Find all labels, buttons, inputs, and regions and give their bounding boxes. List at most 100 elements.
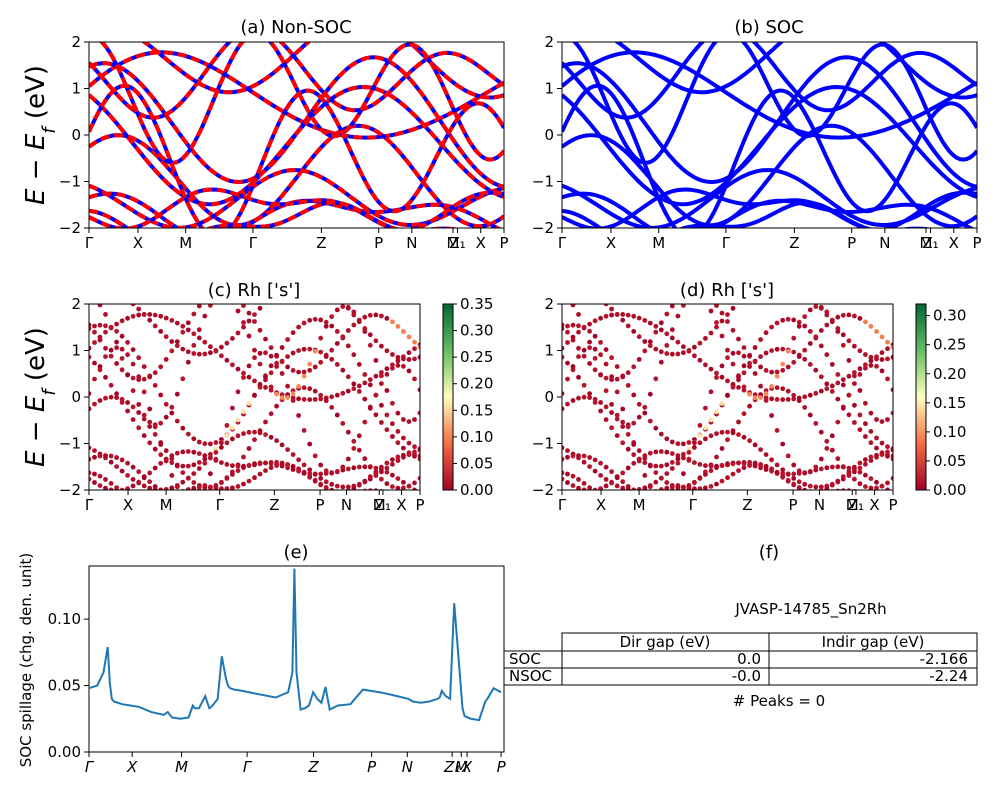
projection-point <box>163 487 169 490</box>
projection-point <box>730 461 736 467</box>
projection-point <box>592 333 598 339</box>
projection-point <box>351 322 357 328</box>
xtick-label: N <box>402 758 413 776</box>
projection-point <box>636 448 642 454</box>
projection-point <box>290 463 296 469</box>
band-line-nsoc-red <box>89 187 504 228</box>
projection-point <box>235 484 241 489</box>
panel-b-title: (b) SOC <box>734 17 803 38</box>
projection-point <box>401 363 406 369</box>
projection-point <box>725 437 730 443</box>
projection-point <box>774 385 780 391</box>
projection-point <box>241 481 246 487</box>
xtick-label: Γ <box>689 496 698 514</box>
projection-point <box>180 449 186 455</box>
projection-point <box>758 337 763 342</box>
projection-point <box>97 322 103 328</box>
projection-point <box>152 370 158 376</box>
projection-point <box>252 475 257 481</box>
projection-point <box>274 360 279 366</box>
projection-point <box>301 462 307 468</box>
projection-point <box>863 365 868 371</box>
projection-point <box>653 323 659 329</box>
projection-point <box>136 410 142 415</box>
projection-point <box>636 414 642 420</box>
projection-point <box>659 496 664 501</box>
projection-point <box>379 464 384 470</box>
projection-point <box>241 370 246 376</box>
ytick-label: −1 <box>59 435 81 453</box>
projection-point <box>296 466 301 472</box>
projection-point <box>351 446 357 451</box>
projection-point <box>676 492 681 497</box>
projection-point <box>285 383 290 389</box>
projection-point <box>631 452 637 458</box>
projection-point <box>180 463 186 469</box>
projection-point <box>329 289 334 294</box>
projection-point <box>230 362 235 368</box>
projection-point <box>301 346 307 352</box>
projection-point <box>725 312 730 317</box>
projection-point <box>829 362 835 367</box>
projection-point <box>775 276 780 281</box>
projection-point <box>609 374 614 380</box>
projection-point <box>412 417 417 422</box>
projection-point <box>868 354 874 360</box>
projection-point <box>334 483 340 489</box>
projection-point <box>274 403 279 409</box>
projection-point <box>230 425 235 431</box>
projection-point <box>846 488 852 490</box>
projection-point <box>180 499 185 504</box>
projection-point <box>307 346 313 352</box>
ytick-label: 1 <box>544 80 554 98</box>
projection-point <box>565 480 570 485</box>
projection-point <box>307 467 313 473</box>
projection-point <box>653 499 658 504</box>
ytick-label: 2 <box>71 33 81 51</box>
projection-point <box>681 344 686 350</box>
panel-f-peaks: # Peaks = 0 <box>733 692 825 710</box>
projection-point <box>395 358 401 364</box>
projection-point <box>285 462 290 468</box>
projection-point <box>401 356 406 362</box>
xtick-label: Γ <box>85 234 94 252</box>
projection-point <box>362 380 368 386</box>
projection-point <box>852 420 857 425</box>
projection-point <box>362 396 368 402</box>
projection-point <box>785 453 791 459</box>
projection-point <box>840 377 846 382</box>
projection-point <box>829 433 835 439</box>
projection-point <box>603 483 609 489</box>
projection-point <box>758 364 763 370</box>
projection-point <box>576 312 581 317</box>
projection-point <box>719 429 725 435</box>
projection-point <box>868 358 874 364</box>
projection-point <box>89 470 92 476</box>
projection-point <box>285 447 290 452</box>
projection-point <box>758 395 763 400</box>
projection-point <box>653 449 659 455</box>
projection-point <box>669 351 675 357</box>
panel-c-xticks: Γ X M Γ Z P N MZ₁ X P <box>85 490 425 514</box>
projection-point <box>752 359 758 365</box>
projection-point <box>89 456 92 462</box>
projection-point <box>119 487 125 490</box>
projection-point <box>692 480 697 486</box>
projection-point <box>268 353 274 359</box>
projection-point <box>323 323 329 329</box>
projection-point <box>824 465 830 471</box>
colorbar-tick-label: 0.00 <box>460 481 493 499</box>
projection-point <box>213 440 219 445</box>
projection-point <box>362 329 368 334</box>
projection-point <box>647 463 653 469</box>
projection-point <box>846 465 852 471</box>
projection-point <box>219 445 224 450</box>
colorbar-tick-label: 0.10 <box>933 423 966 441</box>
projection-point <box>103 485 108 490</box>
ytick-label: 0 <box>544 388 554 406</box>
projection-point <box>625 383 631 388</box>
projection-point <box>769 466 774 472</box>
projection-point <box>351 438 357 444</box>
projection-point <box>141 389 147 395</box>
